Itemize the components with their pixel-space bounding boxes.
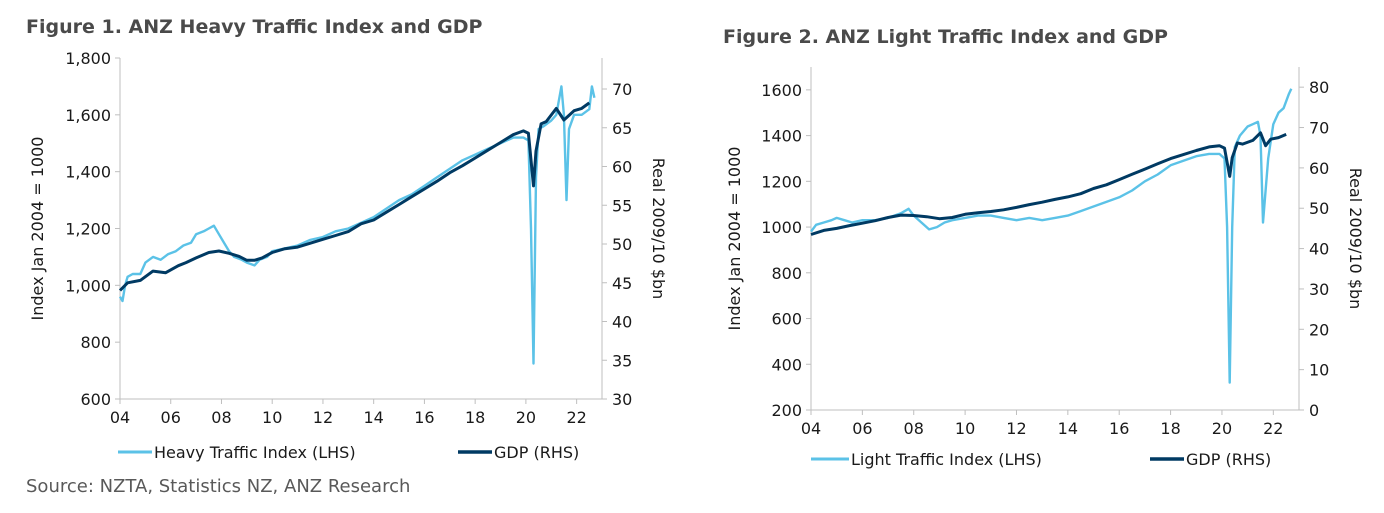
figure-2-title: Figure 2. ANZ Light Traffic Index and GD… [723, 26, 1168, 48]
chart1-y2-tick-label: 55 [612, 196, 632, 215]
chart1-y2-tick-label: 65 [612, 119, 632, 138]
chart2-x-tick-label: 16 [1109, 419, 1129, 438]
chart2-y2-tick-label: 40 [1309, 240, 1329, 259]
chart2-y2-tick-label: 0 [1309, 401, 1319, 420]
chart2-x-tick-label: 08 [904, 419, 924, 438]
chart1-x-tick-label: 22 [566, 408, 586, 427]
chart2-y-tick-label: 400 [771, 355, 802, 374]
chart1-y2-tick-label: 45 [612, 274, 632, 293]
chart1-y-tick-label: 1,800 [65, 49, 111, 68]
chart2-y2-tick-label: 30 [1309, 280, 1329, 299]
chart2-x-tick-label: 14 [1058, 419, 1078, 438]
chart1-x-tick-label: 10 [262, 408, 282, 427]
chart1-y-tick-label: 1,200 [65, 220, 111, 239]
chart2-y-tick-label: 1400 [761, 127, 802, 146]
chart1-y2-tick-label: 35 [612, 351, 632, 370]
chart1-legend-label: GDP (RHS) [494, 443, 579, 462]
chart1-y-tick-label: 800 [80, 333, 111, 352]
chart2-traffic-index-line [810, 88, 1293, 384]
chart1-y2-tick-label: 40 [612, 313, 632, 332]
chart1-y-axis-label: Index Jan 2004 = 1000 [28, 137, 47, 321]
chart2-y2-tick-label: 60 [1309, 159, 1329, 178]
chart2-y-tick-label: 1600 [761, 81, 802, 100]
chart1-y2-tick-label: 60 [612, 158, 632, 177]
chart1-traffic-index-line [118, 85, 596, 365]
chart2-x-tick-label: 20 [1212, 419, 1232, 438]
chart1-y2-tick-label: 30 [612, 390, 632, 409]
chart1-gdp-line [118, 101, 591, 292]
chart1-y2-tick-label: 70 [612, 80, 632, 99]
chart2-legend-label: GDP (RHS) [1186, 450, 1271, 469]
chart2-y2-tick-label: 10 [1309, 361, 1329, 380]
chart2-x-tick-label: 22 [1263, 419, 1283, 438]
chart1-legend-label: Heavy Traffic Index (LHS) [154, 443, 356, 462]
chart2-y2-tick-label: 80 [1309, 78, 1329, 97]
chart1-y-tick-label: 1,600 [65, 106, 111, 125]
chart1-x-tick-label: 18 [465, 408, 485, 427]
chart1-y-tick-label: 1,400 [65, 163, 111, 182]
chart2-x-tick-label: 04 [801, 419, 821, 438]
source-note: Source: NZTA, Statistics NZ, ANZ Researc… [26, 476, 411, 497]
chart2-y-tick-label: 800 [771, 264, 802, 283]
figure-1-title: Figure 1. ANZ Heavy Traffic Index and GD… [26, 16, 483, 38]
chart1-y-tick-label: 1,000 [65, 276, 111, 295]
chart2-gdp-line [810, 131, 1287, 236]
chart1-x-tick-label: 20 [516, 408, 536, 427]
chart1-x-tick-label: 08 [211, 408, 231, 427]
chart1-y2-axis-label: Real 2009/10 $bn [649, 158, 668, 300]
chart2-y-tick-label: 1000 [761, 218, 802, 237]
chart1-y-tick-label: 600 [80, 390, 111, 409]
chart2-y-tick-label: 200 [771, 401, 802, 420]
chart1-y2-tick-label: 50 [612, 235, 632, 254]
chart2-y-tick-label: 1200 [761, 172, 802, 191]
chart2-y-axis-label: Index Jan 2004 = 1000 [725, 147, 744, 331]
chart2-x-tick-label: 10 [955, 419, 975, 438]
chart2-y-tick-label: 600 [771, 310, 802, 329]
chart2-x-tick-label: 18 [1160, 419, 1180, 438]
chart2-legend-label: Light Traffic Index (LHS) [851, 450, 1042, 469]
chart2-y2-axis-label: Real 2009/10 $bn [1346, 168, 1365, 310]
chart2-x-tick-label: 12 [1006, 419, 1026, 438]
chart1-x-tick-label: 04 [110, 408, 130, 427]
chart2-y2-tick-label: 20 [1309, 320, 1329, 339]
chart1-x-tick-label: 14 [364, 408, 384, 427]
chart1-x-tick-label: 06 [161, 408, 181, 427]
chart2-y2-tick-label: 50 [1309, 199, 1329, 218]
chart2-y2-tick-label: 70 [1309, 119, 1329, 138]
chart1-x-tick-label: 16 [414, 408, 434, 427]
chart1-x-tick-label: 12 [313, 408, 333, 427]
chart2-x-tick-label: 06 [852, 419, 872, 438]
